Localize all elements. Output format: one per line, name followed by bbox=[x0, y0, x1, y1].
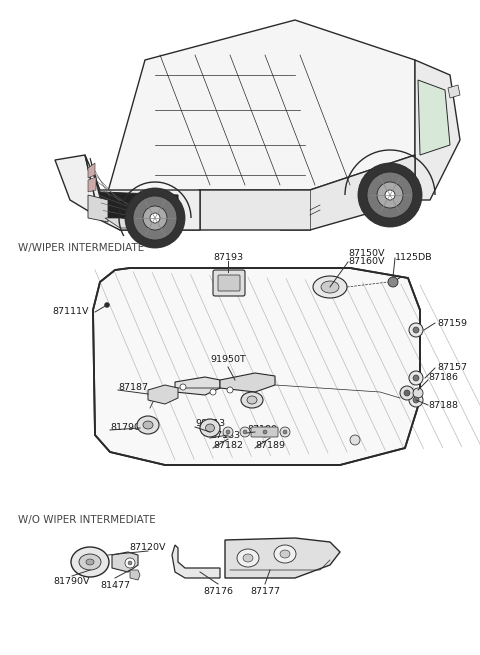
Ellipse shape bbox=[205, 424, 215, 432]
Circle shape bbox=[409, 323, 423, 337]
Text: 87193: 87193 bbox=[213, 253, 243, 263]
Polygon shape bbox=[172, 545, 220, 578]
Text: 98713: 98713 bbox=[195, 419, 225, 428]
Text: 87120V: 87120V bbox=[130, 544, 166, 553]
Text: 1125DB: 1125DB bbox=[395, 253, 432, 263]
Ellipse shape bbox=[200, 419, 220, 437]
Ellipse shape bbox=[143, 421, 153, 429]
Circle shape bbox=[280, 427, 290, 437]
Circle shape bbox=[263, 430, 267, 434]
Text: 81790V: 81790V bbox=[54, 578, 90, 586]
FancyBboxPatch shape bbox=[251, 427, 278, 437]
Circle shape bbox=[223, 427, 233, 437]
Polygon shape bbox=[220, 373, 275, 392]
Text: 87182: 87182 bbox=[213, 441, 243, 451]
Text: 91950T: 91950T bbox=[210, 356, 246, 364]
Text: 87189: 87189 bbox=[255, 441, 285, 451]
Ellipse shape bbox=[280, 550, 290, 558]
Circle shape bbox=[180, 384, 186, 390]
Text: 87186: 87186 bbox=[428, 373, 458, 383]
Ellipse shape bbox=[243, 554, 253, 562]
Text: 87176: 87176 bbox=[203, 586, 233, 595]
Polygon shape bbox=[200, 155, 415, 230]
Text: 87180: 87180 bbox=[247, 426, 277, 434]
Circle shape bbox=[409, 393, 423, 407]
Circle shape bbox=[105, 303, 109, 307]
Ellipse shape bbox=[241, 392, 263, 408]
Polygon shape bbox=[148, 385, 178, 404]
Text: W/WIPER INTERMEDIATE: W/WIPER INTERMEDIATE bbox=[18, 243, 144, 253]
Circle shape bbox=[260, 427, 270, 437]
Text: 87188: 87188 bbox=[428, 400, 458, 409]
Circle shape bbox=[125, 188, 185, 248]
Circle shape bbox=[377, 182, 403, 208]
Polygon shape bbox=[175, 377, 220, 395]
Text: 87160V: 87160V bbox=[348, 257, 384, 267]
Ellipse shape bbox=[137, 416, 159, 434]
Circle shape bbox=[400, 386, 414, 400]
Polygon shape bbox=[448, 85, 460, 98]
Circle shape bbox=[150, 213, 160, 223]
Ellipse shape bbox=[313, 276, 347, 298]
Circle shape bbox=[413, 397, 419, 403]
Text: 81477: 81477 bbox=[100, 580, 130, 590]
Polygon shape bbox=[225, 538, 340, 578]
Polygon shape bbox=[88, 195, 108, 222]
Ellipse shape bbox=[247, 396, 257, 404]
Text: 81790V: 81790V bbox=[110, 424, 146, 432]
Ellipse shape bbox=[237, 549, 259, 567]
Circle shape bbox=[409, 371, 423, 385]
Circle shape bbox=[350, 435, 360, 445]
Polygon shape bbox=[415, 60, 460, 200]
Polygon shape bbox=[55, 155, 200, 230]
Polygon shape bbox=[100, 20, 415, 220]
Circle shape bbox=[243, 430, 247, 434]
Circle shape bbox=[143, 206, 167, 230]
Ellipse shape bbox=[274, 545, 296, 563]
FancyBboxPatch shape bbox=[213, 270, 245, 296]
Polygon shape bbox=[130, 570, 140, 580]
Circle shape bbox=[128, 561, 132, 565]
Ellipse shape bbox=[86, 559, 94, 565]
Circle shape bbox=[227, 387, 233, 393]
FancyBboxPatch shape bbox=[218, 275, 240, 291]
Circle shape bbox=[385, 190, 395, 200]
Ellipse shape bbox=[71, 547, 109, 577]
Ellipse shape bbox=[321, 281, 339, 293]
Polygon shape bbox=[105, 218, 155, 228]
Text: 87177: 87177 bbox=[250, 586, 280, 595]
Text: 87159: 87159 bbox=[437, 318, 467, 328]
Circle shape bbox=[226, 430, 230, 434]
Circle shape bbox=[413, 375, 419, 381]
Polygon shape bbox=[93, 268, 420, 465]
Circle shape bbox=[125, 558, 135, 568]
Text: 87150V: 87150V bbox=[348, 250, 384, 259]
Circle shape bbox=[240, 427, 250, 437]
Polygon shape bbox=[90, 158, 178, 228]
Circle shape bbox=[358, 163, 422, 227]
Polygon shape bbox=[418, 80, 450, 155]
Circle shape bbox=[283, 430, 287, 434]
Polygon shape bbox=[112, 552, 138, 572]
Polygon shape bbox=[88, 163, 95, 178]
Circle shape bbox=[367, 172, 413, 218]
Polygon shape bbox=[88, 177, 96, 192]
Circle shape bbox=[404, 390, 410, 396]
Circle shape bbox=[413, 327, 419, 333]
Circle shape bbox=[413, 388, 423, 398]
Text: 87111V: 87111V bbox=[52, 307, 88, 316]
Text: 87157: 87157 bbox=[437, 364, 467, 373]
Circle shape bbox=[210, 389, 216, 395]
Circle shape bbox=[388, 277, 398, 287]
Text: W/O WIPER INTERMEDIATE: W/O WIPER INTERMEDIATE bbox=[18, 515, 156, 525]
Polygon shape bbox=[85, 155, 200, 230]
Text: 87183: 87183 bbox=[210, 432, 240, 441]
Text: 87187: 87187 bbox=[118, 383, 148, 392]
Circle shape bbox=[133, 196, 177, 240]
Ellipse shape bbox=[79, 554, 101, 570]
